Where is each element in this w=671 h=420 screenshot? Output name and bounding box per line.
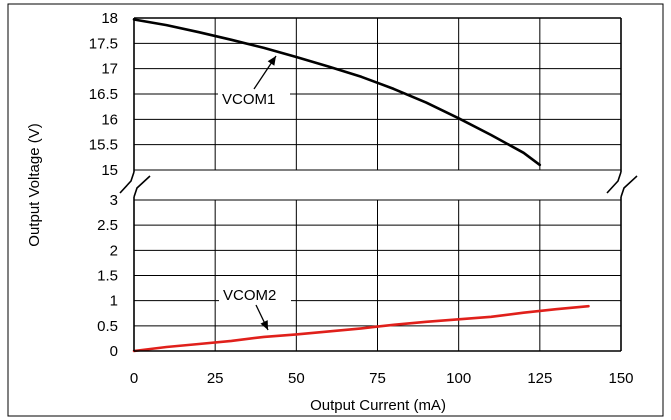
x-tick-label: 0 — [130, 370, 138, 387]
y-tick-label: 18 — [101, 10, 118, 27]
axis-break-right — [606, 171, 638, 198]
x-axis-label: Output Current (mA) — [310, 397, 446, 414]
series-line-vcom2 — [132, 304, 590, 353]
y-tick-label: 1.5 — [97, 268, 118, 285]
annotation-vcom1-arrowhead — [267, 56, 276, 66]
y-tick-label: 17.5 — [89, 35, 118, 52]
annotations: VCOM1 VCOM2 — [218, 55, 291, 331]
x-tick-label: 75 — [369, 370, 386, 387]
plot-frame — [119, 17, 638, 352]
x-tick-label: 100 — [446, 370, 471, 387]
tick-labels: 18 17.5 17 16.5 16 15.5 15 3 2.5 2 1.5 1 0.5 00 25 50 75… — [89, 10, 634, 387]
y-tick-label: 17 — [101, 61, 118, 78]
y-tick-label: 1 — [110, 293, 118, 310]
y-tick-label: 0.5 — [97, 318, 118, 335]
y-tick-label: 0 — [110, 343, 118, 360]
x-tick-label: 150 — [608, 370, 633, 387]
annotation-vcom2-arrowhead — [260, 320, 268, 330]
y-tick-label: 16.5 — [89, 86, 118, 103]
x-tick-label: 50 — [288, 370, 305, 387]
y-tick-label: 16 — [101, 111, 118, 128]
y-tick-label: 2.5 — [97, 217, 118, 234]
annotation-bg — [219, 284, 291, 306]
series — [132, 18, 590, 353]
axis-break-left — [119, 171, 151, 198]
y-tick-label: 3 — [110, 192, 118, 209]
y-tick-label: 2 — [110, 242, 118, 259]
annotation-vcom2: VCOM2 — [223, 287, 276, 304]
y-tick-label: 15 — [101, 162, 118, 179]
annotation-bg — [218, 88, 290, 110]
x-tick-label: 25 — [207, 370, 224, 387]
figure-frame — [7, 3, 664, 417]
annotation-vcom1: VCOM1 — [222, 91, 275, 108]
y-axis-label: Output Voltage (V) — [26, 123, 43, 246]
y-tick-label: 15.5 — [89, 137, 118, 154]
x-tick-label: 125 — [527, 370, 552, 387]
series-line-vcom1 — [132, 18, 542, 167]
